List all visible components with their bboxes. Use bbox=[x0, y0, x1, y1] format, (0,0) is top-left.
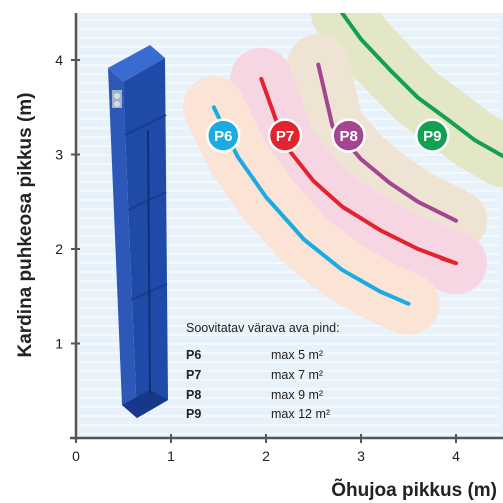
badge-p7 bbox=[267, 118, 303, 153]
legend-value-p6: max 5 m² bbox=[271, 348, 323, 362]
legend-key-p7: P7 bbox=[186, 368, 201, 382]
y-tick-label: 3 bbox=[55, 147, 63, 163]
badge-label-p7: P7 bbox=[276, 128, 294, 145]
y-tick-label: 2 bbox=[55, 241, 63, 257]
x-axis-title: Õhujoa pikkus (m) bbox=[331, 479, 497, 501]
badge-p8 bbox=[331, 118, 366, 153]
x-tick-label: 0 bbox=[72, 448, 80, 464]
x-tick-label: 4 bbox=[452, 448, 460, 464]
legend-key-p6: P6 bbox=[186, 348, 201, 362]
series-line-p9 bbox=[340, 13, 503, 159]
legend-title: Soovitatav värava ava pind: bbox=[186, 321, 340, 335]
series-line-p6 bbox=[211, 105, 411, 306]
legend-value-p8: max 9 m² bbox=[271, 388, 323, 402]
badge-p9 bbox=[415, 118, 450, 153]
air-curtain-unit-illustration bbox=[108, 45, 168, 418]
y-axis-title: Kardina puhkeosa pikkus (m) bbox=[15, 92, 36, 357]
x-tick-label: 3 bbox=[357, 448, 365, 464]
x-tick-label: 1 bbox=[167, 448, 175, 464]
tick-labels: 0 1 2 3 4 1 2 3 4 bbox=[55, 52, 460, 464]
badge-label-p9: P9 bbox=[423, 128, 441, 145]
legend-value-p7: max 7 m² bbox=[271, 368, 323, 382]
legend-key-p9: P9 bbox=[186, 407, 201, 421]
series-line-p8 bbox=[316, 62, 458, 223]
y-tick-label: 1 bbox=[55, 336, 63, 352]
y-tick-label: 4 bbox=[55, 52, 63, 68]
badge-label-p6: P6 bbox=[214, 128, 232, 145]
badge-p6 bbox=[206, 118, 241, 153]
curves bbox=[211, 13, 503, 306]
legend-key-p8: P8 bbox=[186, 388, 201, 402]
x-tick-label: 2 bbox=[262, 448, 270, 464]
legend-value-p9: max 12 m² bbox=[271, 407, 330, 421]
series-badges: P6 P7 P8 P9 bbox=[206, 118, 450, 153]
badge-label-p8: P8 bbox=[339, 128, 357, 145]
axis-ticks bbox=[71, 59, 457, 443]
legend: Soovitatav värava ava pind: P6 max 5 m² … bbox=[186, 321, 340, 421]
